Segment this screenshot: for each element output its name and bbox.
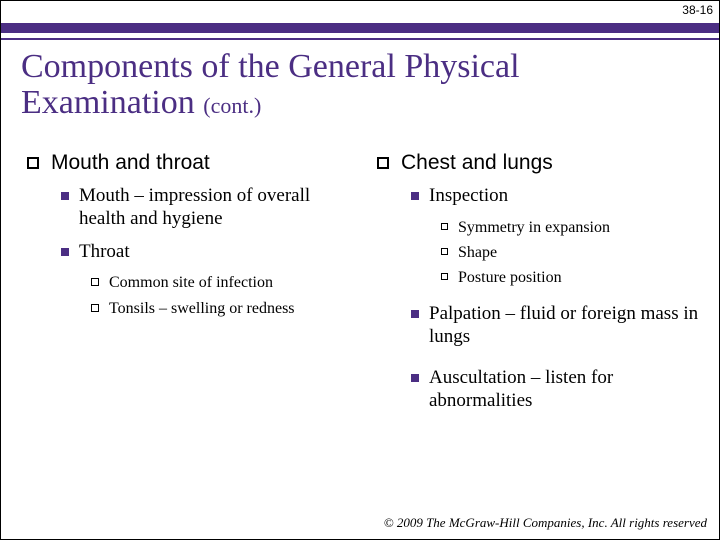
list-subitem: Posture position (441, 268, 699, 287)
list-item-label: Auscultation – listen for abnormalities (429, 367, 699, 413)
list-item-label: Throat (79, 241, 130, 264)
square-bullet-icon (377, 157, 389, 169)
list-subitem: Shape (441, 243, 699, 262)
title-cont: (cont.) (203, 93, 261, 118)
open-square-bullet-icon (91, 304, 99, 312)
filled-square-bullet-icon (411, 310, 419, 318)
slide: 38-16 Components of the General Physical… (0, 0, 720, 540)
list-subitem-label: Shape (458, 243, 497, 262)
list-subitem: Symmetry in expansion (441, 218, 699, 237)
title-main: Components of the General Physical Exami… (21, 48, 520, 121)
section-heading-label: Chest and lungs (401, 151, 553, 175)
section-heading-chest-lungs: Chest and lungs (377, 151, 699, 175)
open-square-bullet-icon (441, 223, 448, 230)
section-heading-label: Mouth and throat (51, 151, 210, 175)
section-heading-mouth-throat: Mouth and throat (27, 151, 349, 175)
list-item: Throat (61, 241, 349, 264)
list-item-label: Inspection (429, 185, 508, 208)
list-item: Auscultation – listen for abnormalities (411, 367, 699, 413)
list-subitem-label: Common site of infection (109, 273, 273, 292)
open-square-bullet-icon (91, 278, 99, 286)
copyright: © 2009 The McGraw-Hill Companies, Inc. A… (384, 515, 707, 531)
list-subitem-label: Tonsils – swelling or redness (109, 299, 295, 318)
list-item: Inspection (411, 185, 699, 208)
open-square-bullet-icon (441, 273, 448, 280)
list-subitem-label: Posture position (458, 268, 562, 287)
body: Mouth and throat Mouth – impression of o… (27, 151, 699, 423)
list-item-label: Palpation – fluid or foreign mass in lun… (429, 303, 699, 349)
filled-square-bullet-icon (61, 192, 69, 200)
list-item-label: Mouth – impression of overall health and… (79, 185, 349, 231)
filled-square-bullet-icon (61, 248, 69, 256)
open-square-bullet-icon (441, 248, 448, 255)
right-column: Chest and lungs Inspection Symmetry in e… (377, 151, 699, 423)
left-column: Mouth and throat Mouth – impression of o… (27, 151, 349, 423)
list-subitem-label: Symmetry in expansion (458, 218, 610, 237)
rule-thick (1, 23, 719, 33)
filled-square-bullet-icon (411, 374, 419, 382)
filled-square-bullet-icon (411, 192, 419, 200)
list-subitem: Common site of infection (91, 273, 349, 292)
rule-thin (1, 38, 719, 40)
square-bullet-icon (27, 157, 39, 169)
list-subitem: Tonsils – swelling or redness (91, 299, 349, 318)
slide-title: Components of the General Physical Exami… (21, 49, 699, 120)
list-item: Palpation – fluid or foreign mass in lun… (411, 303, 699, 349)
list-item: Mouth – impression of overall health and… (61, 185, 349, 231)
page-number: 38-16 (682, 3, 713, 17)
